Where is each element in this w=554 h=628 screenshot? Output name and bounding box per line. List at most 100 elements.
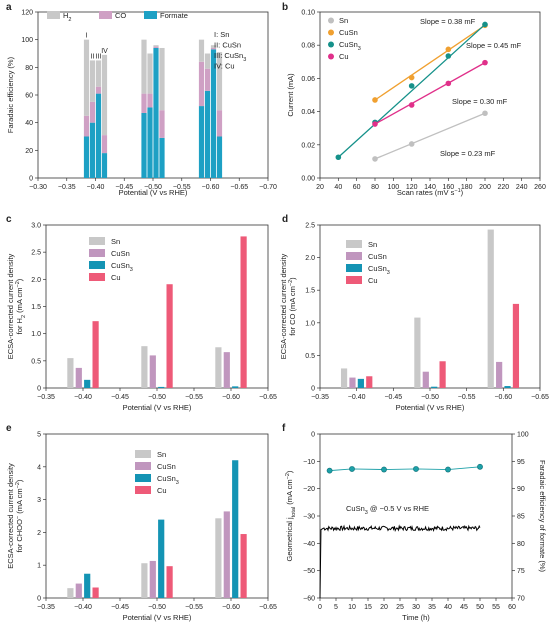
- x-tick-label: 35: [428, 604, 436, 611]
- data-point-Cu: [445, 80, 452, 87]
- legend-label: CuSn: [111, 249, 130, 258]
- x-tick-label: 140: [424, 184, 436, 191]
- bar-CuSn3: [504, 386, 511, 388]
- bar-Cu: [166, 566, 173, 598]
- y-axis-label-left-part: −2: [285, 473, 291, 479]
- bar-segment-formate: [198, 106, 205, 178]
- data-point-CuSn: [408, 74, 415, 81]
- y-tick-label: 0: [37, 386, 41, 393]
- y-axis-label-right: Faradaic efficiency of formate (%): [538, 460, 547, 572]
- y-axis-label: for CO (mA cm−2): [288, 277, 297, 336]
- group-roman-label: I: [86, 33, 88, 40]
- bar-segment-h2: [153, 45, 159, 47]
- y-tick-label: 0.02: [301, 142, 315, 149]
- x-axis-label: Potential (V vs RHE): [123, 403, 192, 412]
- legend-label: Cu: [368, 276, 378, 285]
- bar-segment-formate: [147, 107, 153, 178]
- x-axis-label: Time (h): [402, 613, 430, 622]
- bar-segment-formate: [89, 122, 96, 178]
- bar-CuSn: [349, 377, 356, 388]
- y-axis-label-left-part: cm: [285, 479, 294, 489]
- bar-segment-formate: [83, 136, 90, 178]
- x-tick-label: 80: [371, 184, 379, 191]
- bar-segment-h2: [147, 53, 153, 94]
- bar-segment-formate: [159, 137, 165, 178]
- x-tick-label: −0.35: [58, 184, 76, 191]
- y-axis-label-part: ): [288, 277, 297, 280]
- x-tick-label: −0.60: [222, 394, 240, 401]
- bar-CuSn: [75, 583, 82, 598]
- y-tick-label: 3: [37, 497, 41, 504]
- bar-segment-h2: [210, 45, 217, 48]
- condition-annotation-part: @ −0.5 V vs RHE: [368, 504, 429, 513]
- panel-b: b 20 40 60 80 100 120 140 160 180 200 220 240 260 0.00…: [282, 2, 546, 197]
- y-tick-label: 0: [29, 176, 33, 183]
- legend-label: Cu: [157, 486, 167, 495]
- condition-annotation-part: 3: [365, 510, 368, 516]
- data-point-Sn: [372, 156, 378, 162]
- x-axis-label: Potential (V vs RHE): [396, 403, 465, 412]
- legend-label-part: Sn: [368, 240, 377, 249]
- x-tick-label: −0.50: [421, 394, 439, 401]
- bar-segment-h2: [204, 53, 211, 69]
- bar-Sn: [340, 368, 348, 388]
- x-tick-label: −0.65: [259, 604, 277, 611]
- data-point-CuSn3: [445, 53, 452, 59]
- x-tick-label: −0.40: [87, 184, 105, 191]
- legend-label: CO: [115, 11, 126, 20]
- x-tick-label: −0.50: [148, 604, 166, 611]
- group-roman-label: IV: [101, 48, 108, 55]
- legend-swatch: [89, 249, 105, 257]
- x-tick-label: 100: [387, 184, 399, 191]
- legend-label-part: CO: [115, 11, 126, 20]
- y-axis-label-part: cm: [15, 488, 24, 498]
- panel-e: e −0.35 −0.40 −0.45 −0.50 −0.55 −0.60 −0.65 0 1 2 3…: [6, 423, 277, 622]
- legend-marker: [328, 41, 334, 48]
- catalyst-key-line-part: 3: [243, 57, 246, 63]
- legend-label: CuSn3: [368, 264, 390, 276]
- legend-label: Formate: [160, 11, 188, 20]
- bar-CuSn: [149, 560, 156, 598]
- y-tick-label: 0.10: [301, 10, 315, 17]
- y-axis-label-left-part: Geometrical: [285, 519, 294, 562]
- x-axis-label: Scan rates (mV s−1): [397, 188, 464, 197]
- bar-CuSn3: [357, 378, 364, 388]
- y-axis-label-part: for CO (mA: [288, 296, 297, 336]
- x-tick-label: −0.50: [144, 184, 162, 191]
- bar-segment-co: [198, 61, 205, 107]
- x-tick-label: −0.40: [348, 394, 366, 401]
- bar-segment-co: [204, 68, 211, 91]
- bar-segment-formate: [101, 153, 108, 178]
- y-axis-label-part: −2: [15, 281, 21, 287]
- fe-line: [329, 466, 481, 472]
- bar-CuSn: [149, 355, 156, 388]
- bar-segment-co: [83, 115, 90, 137]
- y-tick-label: 0.5: [305, 353, 315, 360]
- panel-letter: b: [282, 2, 288, 13]
- x-tick-label: 240: [516, 184, 528, 191]
- catalyst-key-line: III: CuSn3: [214, 51, 246, 63]
- catalyst-key-line-part: I: Sn: [214, 30, 229, 39]
- condition-annotation: CuSn3 @ −0.5 V vs RHE: [346, 504, 429, 516]
- x-tick-label: 50: [476, 604, 484, 611]
- y-axis-label-part: −2: [15, 482, 21, 488]
- x-axis-label-part: Potential (V vs RHE): [119, 188, 188, 197]
- x-tick-label: −0.40: [74, 604, 92, 611]
- x-tick-label: 55: [492, 604, 500, 611]
- bar-segment-h2: [141, 39, 147, 94]
- bar-Sn: [487, 229, 494, 388]
- x-tick-label: 20: [380, 604, 388, 611]
- axes-frame: [319, 224, 541, 389]
- y-axis-label-part: (mA: [15, 498, 24, 516]
- y-tick-label: 5: [37, 432, 41, 439]
- legend-label: CuSn: [157, 462, 176, 471]
- y-axis-label-part: ): [15, 278, 24, 281]
- x-axis-label-part: Scan rates (mV: [397, 188, 451, 197]
- y-axis-label-part: for: [15, 542, 24, 553]
- bar-Sn: [215, 347, 222, 388]
- legend-label: CuSn: [368, 252, 387, 261]
- bar-segment-co: [101, 135, 108, 154]
- x-tick-label: −0.70: [259, 184, 277, 191]
- legend-swatch: [47, 11, 60, 19]
- y-axis-label: for CHOO− (mA cm−2): [15, 479, 24, 552]
